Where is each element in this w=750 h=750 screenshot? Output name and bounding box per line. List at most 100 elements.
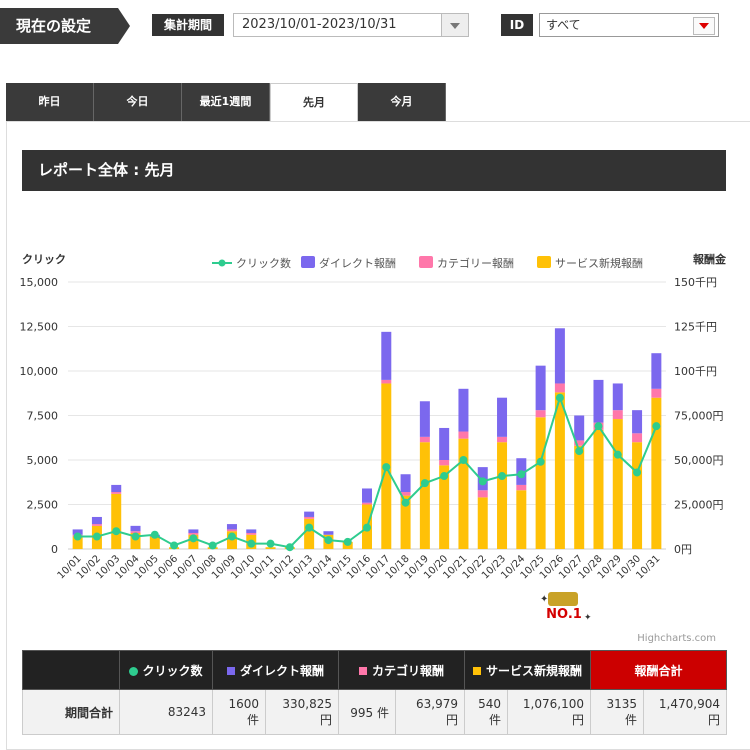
bar-service[interactable] xyxy=(439,465,450,549)
bar-service[interactable] xyxy=(651,397,662,549)
bar-service[interactable] xyxy=(554,392,565,549)
bar-category[interactable] xyxy=(419,436,430,443)
bar-direct[interactable] xyxy=(362,488,372,503)
bar-category[interactable] xyxy=(554,383,565,393)
clicks-point[interactable] xyxy=(517,470,526,479)
clicks-point[interactable] xyxy=(324,536,333,545)
bar-service[interactable] xyxy=(632,442,643,549)
bar-service[interactable] xyxy=(149,536,160,549)
bar-direct[interactable] xyxy=(458,388,469,432)
bar-category[interactable] xyxy=(246,532,257,535)
bar-service[interactable] xyxy=(304,518,315,549)
bar-category[interactable] xyxy=(574,440,585,446)
bar-category[interactable] xyxy=(612,410,623,420)
clicks-point[interactable] xyxy=(227,532,236,541)
clicks-point[interactable] xyxy=(363,523,371,532)
clicks-point[interactable] xyxy=(92,532,101,541)
clicks-point[interactable] xyxy=(150,530,159,539)
bar-category[interactable] xyxy=(91,524,102,526)
bar-service[interactable] xyxy=(612,419,623,549)
bar-direct[interactable] xyxy=(651,353,662,389)
bar-category[interactable] xyxy=(651,388,662,398)
tab-last-week[interactable]: 最近1週間 xyxy=(182,83,270,121)
bar-service[interactable] xyxy=(516,490,527,549)
legend-category[interactable]: カテゴリー報酬 xyxy=(437,256,514,270)
bar-service[interactable] xyxy=(497,442,508,549)
bar-service[interactable] xyxy=(458,438,469,549)
bar-direct[interactable] xyxy=(246,529,257,533)
chevron-down-icon[interactable] xyxy=(693,17,715,35)
bar-service[interactable] xyxy=(593,429,604,549)
bar-direct[interactable] xyxy=(574,415,585,441)
chevron-down-icon[interactable] xyxy=(441,14,468,36)
bar-direct[interactable] xyxy=(304,511,315,517)
bar-direct[interactable] xyxy=(91,516,102,525)
chart-credit[interactable]: Highcharts.com xyxy=(637,633,716,644)
bar-direct[interactable] xyxy=(439,427,450,460)
clicks-point[interactable] xyxy=(575,447,584,456)
clicks-point[interactable] xyxy=(536,457,545,466)
bar-category[interactable] xyxy=(226,529,237,532)
tab-last-month[interactable]: 先月 xyxy=(270,83,358,122)
bar-direct[interactable] xyxy=(188,529,199,533)
clicks-point[interactable] xyxy=(285,543,294,552)
clicks-point[interactable] xyxy=(652,422,661,431)
bar-direct[interactable] xyxy=(72,529,83,535)
clicks-point[interactable] xyxy=(170,541,179,550)
bar-category[interactable] xyxy=(535,410,546,418)
bar-service[interactable] xyxy=(72,536,83,549)
tab-this-month[interactable]: 今月 xyxy=(358,83,446,121)
bar-category[interactable] xyxy=(439,460,450,466)
bar-direct[interactable] xyxy=(497,397,508,437)
bar-direct[interactable] xyxy=(535,365,546,411)
bar-service[interactable] xyxy=(477,497,488,549)
bar-direct[interactable] xyxy=(612,383,623,411)
bar-direct[interactable] xyxy=(400,474,411,493)
clicks-point[interactable] xyxy=(343,537,352,546)
legend-direct[interactable]: ダイレクト報酬 xyxy=(319,256,396,270)
bar-direct[interactable] xyxy=(419,401,430,437)
bar-direct[interactable] xyxy=(554,328,565,384)
bar-service[interactable] xyxy=(574,445,585,549)
clicks-point[interactable] xyxy=(208,541,217,550)
bar-category[interactable] xyxy=(130,531,141,533)
bar-category[interactable] xyxy=(188,532,199,535)
bar-category[interactable] xyxy=(111,492,122,494)
bar-category[interactable] xyxy=(400,492,411,496)
bar-direct[interactable] xyxy=(130,525,141,532)
clicks-point[interactable] xyxy=(613,450,622,459)
bar-category[interactable] xyxy=(381,379,392,384)
bar-service[interactable] xyxy=(111,493,122,549)
clicks-point[interactable] xyxy=(459,456,468,464)
clicks-point[interactable] xyxy=(247,539,256,548)
clicks-point[interactable] xyxy=(305,523,314,532)
clicks-point[interactable] xyxy=(555,393,564,402)
clicks-point[interactable] xyxy=(498,472,507,481)
clicks-point[interactable] xyxy=(440,472,449,481)
id-select[interactable]: すべて xyxy=(539,13,719,37)
clicks-point[interactable] xyxy=(131,532,140,541)
clicks-point[interactable] xyxy=(73,532,82,541)
clicks-point[interactable] xyxy=(189,534,198,543)
bar-category[interactable] xyxy=(632,433,643,443)
clicks-point[interactable] xyxy=(112,527,121,536)
bar-direct[interactable] xyxy=(632,410,643,434)
bar-category[interactable] xyxy=(497,436,508,443)
bar-service[interactable] xyxy=(419,442,430,549)
clicks-point[interactable] xyxy=(401,498,410,507)
clicks-point[interactable] xyxy=(478,477,487,486)
tab-yesterday[interactable]: 昨日 xyxy=(6,83,94,121)
clicks-point[interactable] xyxy=(594,422,603,431)
legend-service[interactable]: サービス新規報酬 xyxy=(555,256,643,270)
bar-service[interactable] xyxy=(265,547,276,549)
bar-service[interactable] xyxy=(130,532,141,549)
bar-direct[interactable] xyxy=(226,524,237,530)
clicks-point[interactable] xyxy=(266,539,275,548)
bar-category[interactable] xyxy=(458,431,469,439)
bar-direct[interactable] xyxy=(593,379,604,423)
bar-category[interactable] xyxy=(477,490,488,498)
clicks-point[interactable] xyxy=(382,463,391,472)
bar-category[interactable] xyxy=(304,516,315,519)
bar-direct[interactable] xyxy=(323,531,334,535)
legend-clicks[interactable]: クリック数 xyxy=(236,257,291,270)
